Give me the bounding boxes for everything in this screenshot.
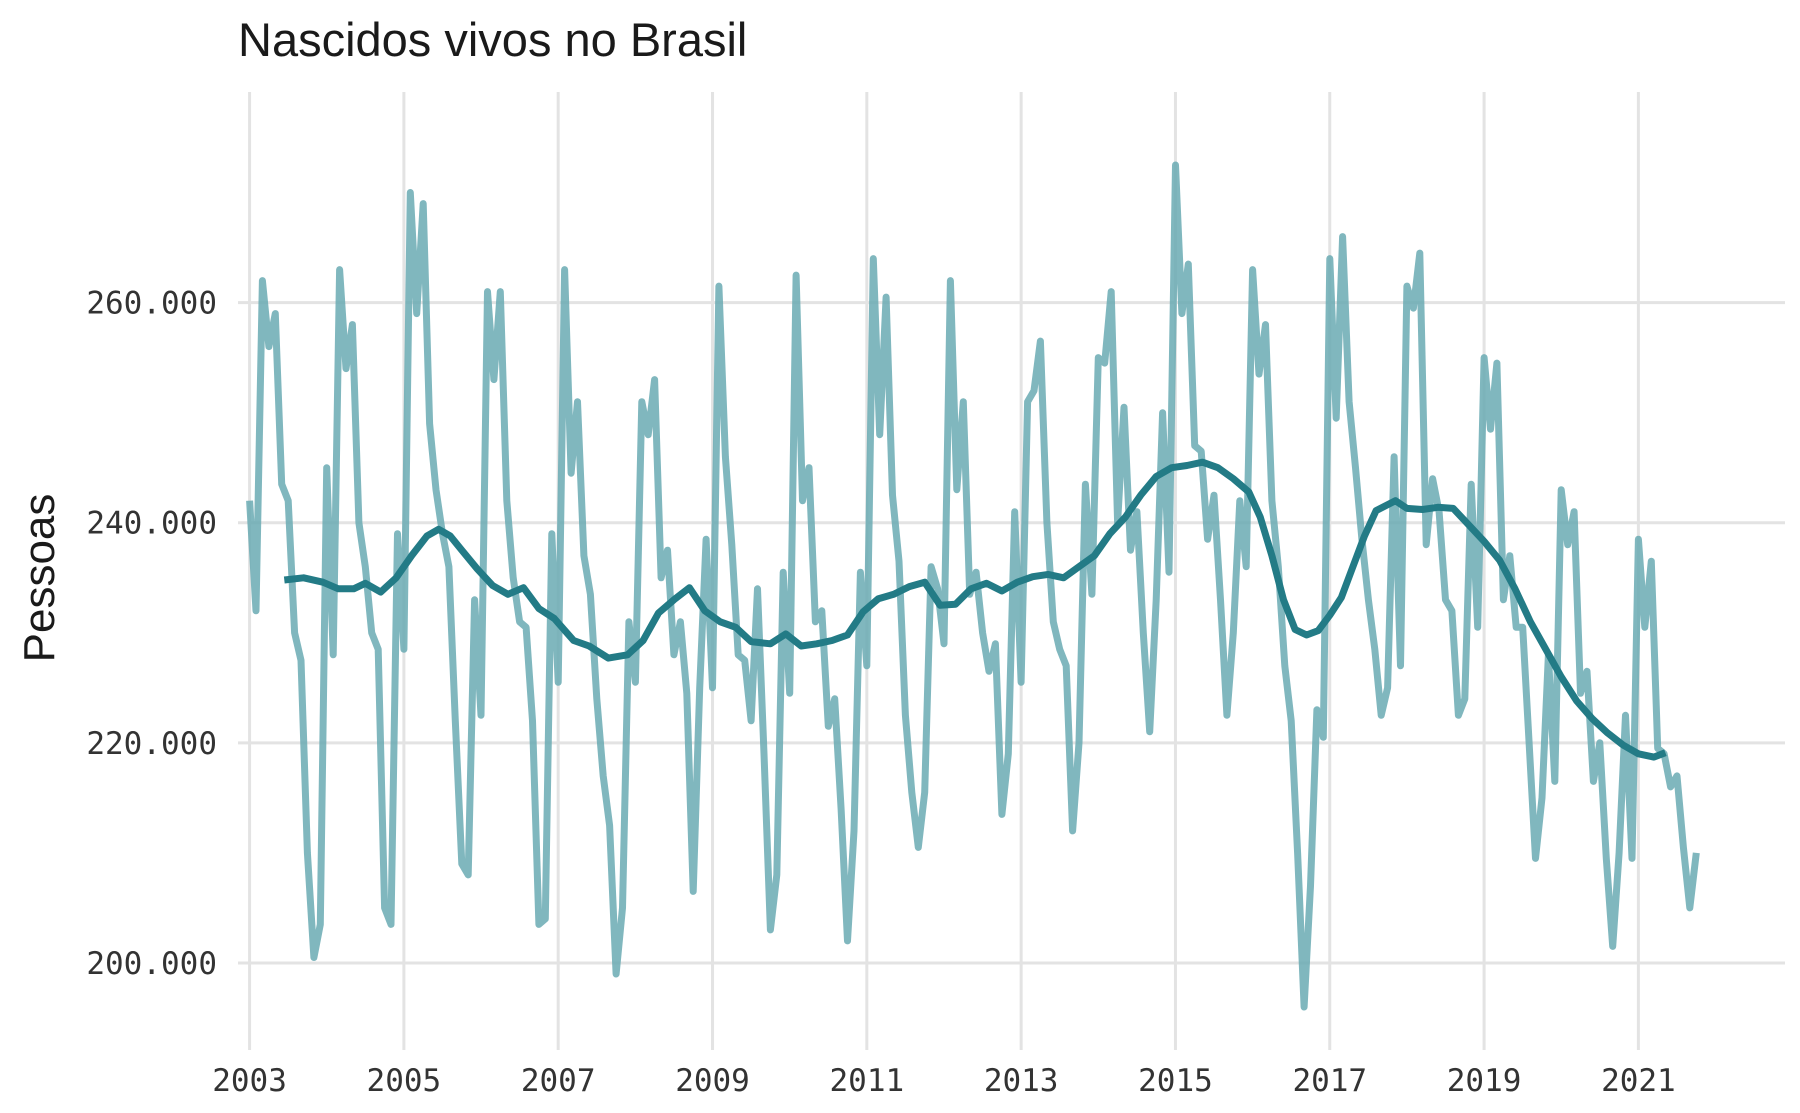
- x-tick-label-2019: 2019: [1447, 1063, 1522, 1099]
- x-tick-label-2005: 2005: [367, 1063, 442, 1099]
- y-tick-label-260000: 260.000: [86, 286, 217, 322]
- chart-title: Nascidos vivos no Brasil: [238, 13, 747, 66]
- x-tick-labels: 2003 2005 2007 2009 2011 2013 2015 2017 2019 2021: [212, 1063, 1675, 1099]
- trend-series-line: [283, 458, 1667, 761]
- y-tick-labels: 200.000 220.000 240.000 260.000: [86, 286, 217, 982]
- y-tick-label-240000: 240.000: [86, 506, 217, 542]
- x-tick-label-2013: 2013: [984, 1063, 1059, 1099]
- y-axis-label: Pessoas: [15, 494, 64, 663]
- y-tick-label-220000: 220.000: [86, 726, 217, 762]
- series-layer: [246, 161, 1700, 1011]
- y-tick-label-200000: 200.000: [86, 946, 217, 982]
- monthly-series-line: [246, 161, 1700, 1011]
- x-tick-label-2021: 2021: [1601, 1063, 1676, 1099]
- x-tick-label-2007: 2007: [521, 1063, 596, 1099]
- x-tick-label-2003: 2003: [212, 1063, 287, 1099]
- x-tick-label-2009: 2009: [675, 1063, 750, 1099]
- x-tick-label-2011: 2011: [830, 1063, 905, 1099]
- x-tick-label-2017: 2017: [1292, 1063, 1367, 1099]
- x-tick-label-2015: 2015: [1138, 1063, 1213, 1099]
